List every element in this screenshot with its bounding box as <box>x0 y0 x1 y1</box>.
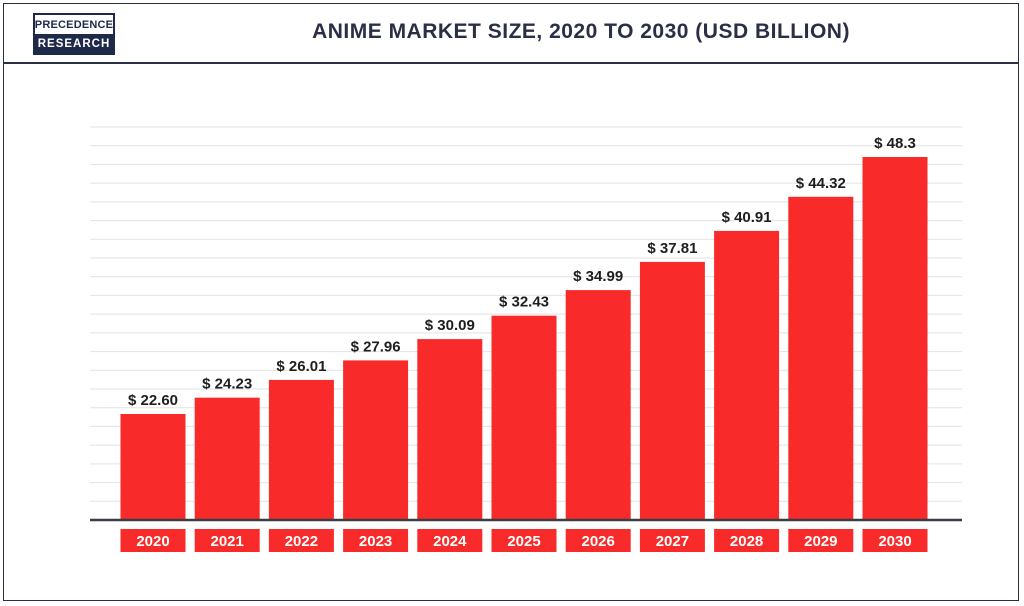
category-label-2027: 2027 <box>656 533 689 550</box>
category-box-2025 <box>491 529 557 552</box>
category-box-2028 <box>714 529 780 552</box>
bar-2024 <box>417 339 483 520</box>
category-box-2024 <box>417 529 483 552</box>
bar-2025 <box>491 315 557 520</box>
category-label-2029: 2029 <box>804 533 837 550</box>
category-label-2022: 2022 <box>285 533 318 550</box>
category-label-2021: 2021 <box>211 533 244 550</box>
category-box-2020 <box>120 529 186 552</box>
value-label-2029: $ 44.32 <box>796 175 846 192</box>
logo-line-2: RESEARCH <box>35 34 113 53</box>
value-label-2023: $ 27.96 <box>351 338 401 355</box>
category-box-2022 <box>268 529 334 552</box>
category-label-2025: 2025 <box>507 533 540 550</box>
value-label-2030: $ 48.3 <box>874 135 916 152</box>
category-box-2029 <box>788 529 854 552</box>
value-label-2028: $ 40.91 <box>722 209 772 226</box>
bar-2030 <box>862 157 928 520</box>
header: PRECEDENCE RESEARCH ANIME MARKET SIZE, 2… <box>4 4 1018 64</box>
category-box-2026 <box>565 529 631 552</box>
precedence-research-logo: PRECEDENCE RESEARCH <box>33 13 115 55</box>
category-label-2020: 2020 <box>136 533 169 550</box>
bar-2026 <box>565 290 631 520</box>
category-label-2026: 2026 <box>582 533 615 550</box>
value-label-2026: $ 34.99 <box>573 268 623 285</box>
value-label-2021: $ 24.23 <box>202 376 252 393</box>
category-label-2028: 2028 <box>730 533 763 550</box>
bar-2021 <box>194 397 260 520</box>
category-label-2024: 2024 <box>433 533 467 550</box>
category-box-2027 <box>639 529 705 552</box>
value-label-2027: $ 37.81 <box>647 240 697 257</box>
value-label-2020: $ 22.60 <box>128 392 178 409</box>
category-box-2023 <box>343 529 409 552</box>
value-label-2025: $ 32.43 <box>499 294 549 311</box>
bar-2028 <box>714 230 780 520</box>
category-label-2030: 2030 <box>878 533 911 550</box>
chart-title: ANIME MARKET SIZE, 2020 TO 2030 (USD BIL… <box>312 20 850 43</box>
value-label-2022: $ 26.01 <box>276 358 326 375</box>
logo-line-1: PRECEDENCE <box>34 18 114 31</box>
category-box-2021 <box>194 529 260 552</box>
bar-2023 <box>343 360 409 520</box>
bar-2027 <box>639 261 705 520</box>
bar-2020 <box>120 414 186 520</box>
value-label-2024: $ 30.09 <box>425 317 475 334</box>
bar-2029 <box>788 196 854 521</box>
category-box-2030 <box>862 529 928 552</box>
bar-2022 <box>268 379 334 520</box>
category-label-2023: 2023 <box>359 533 392 550</box>
